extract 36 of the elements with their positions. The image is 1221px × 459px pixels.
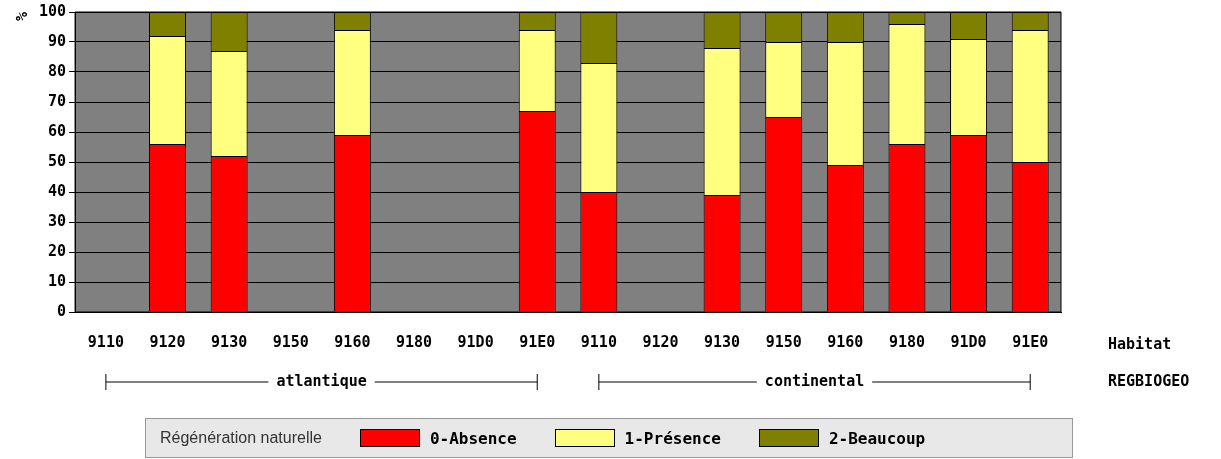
x-tick-label: 9180: [395, 332, 433, 351]
legend-label: 2-Beaucoup: [828, 428, 926, 448]
x-tick-label: 9110: [580, 332, 617, 351]
y-tick-label: 40: [48, 181, 67, 200]
y-tick-label: 20: [48, 241, 67, 260]
y-tick-label: 0: [57, 301, 67, 320]
x-tick-label: 91E0: [1012, 332, 1049, 351]
y-tick-label: 30: [48, 211, 67, 230]
x-tick-label: 9160: [827, 332, 864, 351]
x-tick-label: 9160: [334, 332, 371, 351]
x-tick-label: 9120: [149, 332, 186, 351]
x-tick-label: 9110: [87, 332, 124, 351]
y-tick-label: 90: [48, 31, 67, 50]
x-tick-label: 9180: [888, 332, 926, 351]
y-tick-label: 60: [48, 121, 67, 140]
x-tick-label: 91D0: [457, 332, 494, 351]
x-tick-label: 9120: [642, 332, 679, 351]
x-tick-label: 9150: [765, 332, 802, 351]
x-tick-label: 91D0: [950, 332, 987, 351]
legend-label: 0-Absence: [429, 428, 517, 448]
y-tick-label: 70: [48, 91, 67, 110]
text: continental: [764, 371, 865, 390]
y-tick-label: 10: [48, 271, 67, 290]
y-tick-label: 100: [39, 1, 67, 20]
legend-title: Régénération naturelle: [160, 429, 322, 447]
text: atlantique: [276, 371, 367, 390]
legend-label: 1-Présence: [624, 428, 721, 448]
y-tick-label: 50: [48, 151, 67, 170]
y-axis-title: %: [12, 12, 31, 22]
text: REGBIOGEO: [1108, 371, 1190, 390]
x-tick-label: 9130: [211, 332, 248, 351]
x-tick-label: 91E0: [519, 332, 556, 351]
y-tick-label: 80: [48, 61, 67, 80]
x-tick-label: 9150: [272, 332, 309, 351]
text: Habitat: [1108, 334, 1172, 353]
x-tick-label: 9130: [704, 332, 741, 351]
